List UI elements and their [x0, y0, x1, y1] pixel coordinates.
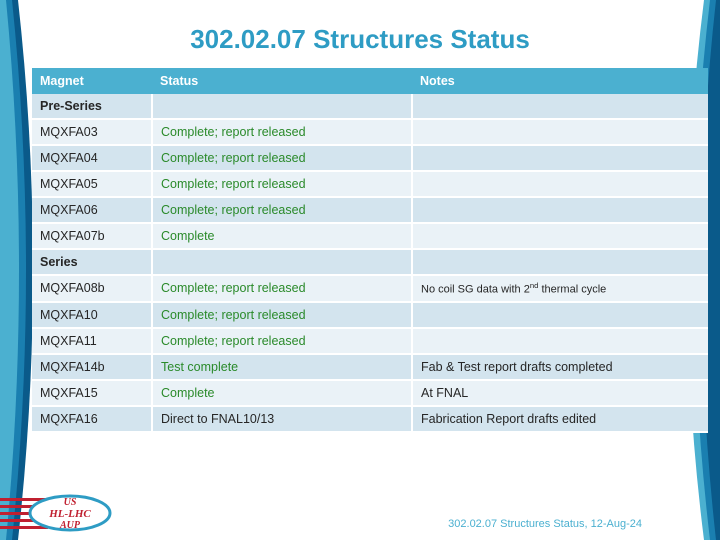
cell-notes	[412, 197, 708, 223]
cell-status: Complete; report released	[152, 302, 412, 328]
svg-text:US: US	[64, 497, 77, 508]
table-row: MQXFA03Complete; report released	[32, 119, 708, 145]
table-row: MQXFA10Complete; report released	[32, 302, 708, 328]
cell-magnet: MQXFA11	[32, 328, 152, 354]
cell-status	[152, 249, 412, 275]
cell-status	[152, 94, 412, 119]
col-header-notes: Notes	[412, 68, 708, 94]
page-number: 1	[687, 520, 693, 532]
footer: US HL-LHC AUP 302.02.07 Structures Statu…	[0, 504, 720, 540]
table-row: MQXFA15CompleteAt FNAL	[32, 380, 708, 406]
cell-status: Complete; report released	[152, 119, 412, 145]
cell-magnet: MQXFA16	[32, 406, 152, 432]
cell-status: Complete	[152, 380, 412, 406]
table-row: MQXFA08bComplete; report releasedNo coil…	[32, 275, 708, 302]
cell-magnet: MQXFA14b	[32, 354, 152, 380]
table-row: MQXFA11Complete; report released	[32, 328, 708, 354]
footer-text: 302.02.07 Structures Status, 12-Aug-24	[448, 518, 642, 530]
cell-magnet: MQXFA05	[32, 171, 152, 197]
table-row: MQXFA04Complete; report released	[32, 145, 708, 171]
cell-status: Direct to FNAL10/13	[152, 406, 412, 432]
cell-magnet: MQXFA08b	[32, 275, 152, 302]
table-body: Pre-SeriesMQXFA03Complete; report releas…	[32, 94, 708, 432]
table-header-row: MagnetStatusNotes	[32, 68, 708, 94]
cell-status: Complete	[152, 223, 412, 249]
table-row: MQXFA05Complete; report released	[32, 171, 708, 197]
table-row: MQXFA07bComplete	[32, 223, 708, 249]
table-row: MQXFA06Complete; report released	[32, 197, 708, 223]
cell-magnet: MQXFA03	[32, 119, 152, 145]
cell-magnet: MQXFA07b	[32, 223, 152, 249]
cell-notes	[412, 119, 708, 145]
cell-magnet: MQXFA06	[32, 197, 152, 223]
cell-status: Complete; report released	[152, 275, 412, 302]
svg-text:AUP: AUP	[59, 520, 81, 531]
cell-notes	[412, 328, 708, 354]
cell-notes: At FNAL	[412, 380, 708, 406]
footer-page-wrap: 1	[660, 512, 720, 540]
cell-status: Complete; report released	[152, 197, 412, 223]
cell-notes: Fab & Test report drafts completed	[412, 354, 708, 380]
cell-notes	[412, 94, 708, 119]
cell-status: Complete; report released	[152, 328, 412, 354]
svg-text:HL-LHC: HL-LHC	[48, 508, 91, 520]
cell-magnet: Series	[32, 249, 152, 275]
cell-magnet: MQXFA15	[32, 380, 152, 406]
cell-notes	[412, 171, 708, 197]
table-row: MQXFA16Direct to FNAL10/13Fabrication Re…	[32, 406, 708, 432]
section-row: Series	[32, 249, 708, 275]
logo: US HL-LHC AUP	[0, 492, 120, 534]
page-title: 302.02.07 Structures Status	[0, 24, 720, 55]
cell-notes: Fabrication Report drafts edited	[412, 406, 708, 432]
cell-magnet: Pre-Series	[32, 94, 152, 119]
cell-notes	[412, 145, 708, 171]
section-row: Pre-Series	[32, 94, 708, 119]
table-row: MQXFA14bTest completeFab & Test report d…	[32, 354, 708, 380]
cell-status: Complete; report released	[152, 145, 412, 171]
status-table-wrap: MagnetStatusNotes Pre-SeriesMQXFA03Compl…	[32, 68, 708, 433]
col-header-status: Status	[152, 68, 412, 94]
cell-status: Complete; report released	[152, 171, 412, 197]
cell-magnet: MQXFA04	[32, 145, 152, 171]
cell-notes: No coil SG data with 2nd thermal cycle	[412, 275, 708, 302]
status-table: MagnetStatusNotes Pre-SeriesMQXFA03Compl…	[32, 68, 708, 433]
cell-magnet: MQXFA10	[32, 302, 152, 328]
col-header-magnet: Magnet	[32, 68, 152, 94]
cell-notes	[412, 302, 708, 328]
cell-notes	[412, 223, 708, 249]
cell-notes	[412, 249, 708, 275]
cell-status: Test complete	[152, 354, 412, 380]
slide: 302.02.07 Structures Status MagnetStatus…	[0, 0, 720, 540]
